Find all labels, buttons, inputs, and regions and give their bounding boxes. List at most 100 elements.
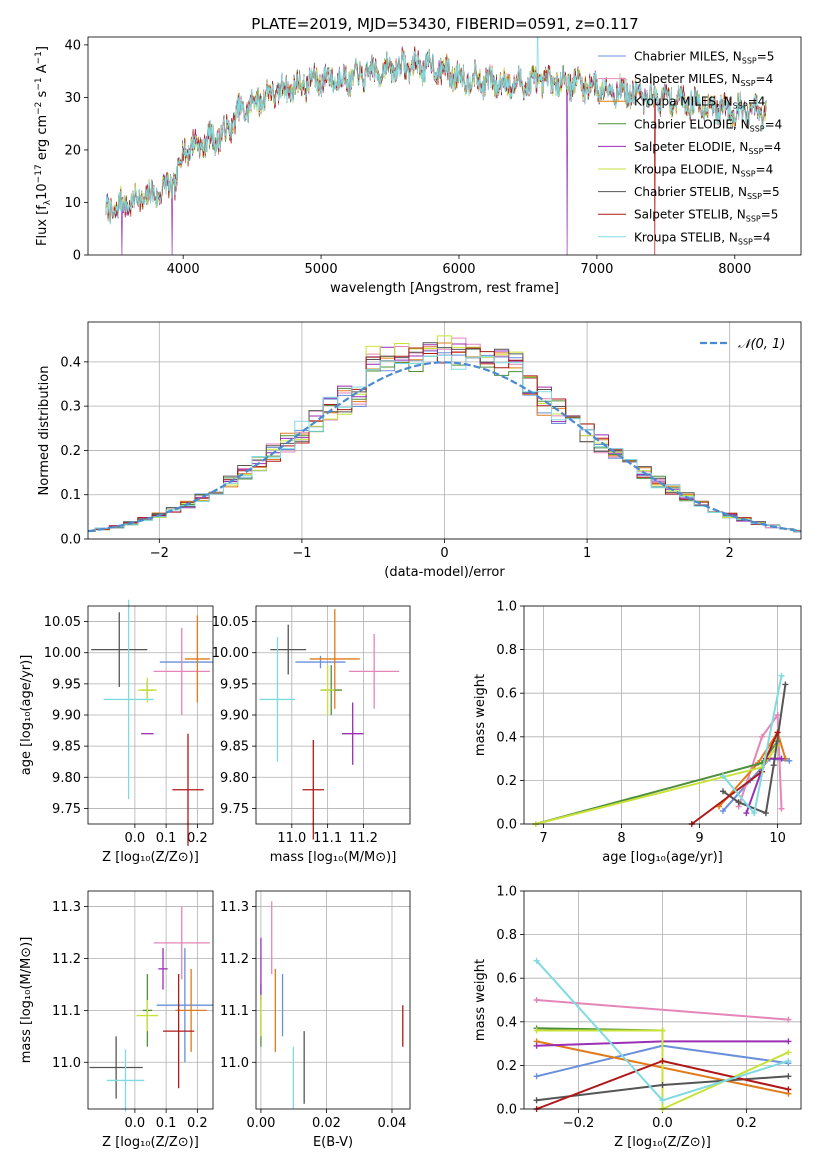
y-tick-label: 10.00 bbox=[212, 646, 249, 661]
y-tick-label: 11.0 bbox=[220, 1056, 249, 1071]
x-tick-label: 7 bbox=[539, 831, 547, 846]
normal-reference-curve bbox=[87, 361, 802, 533]
y-axis-label: Normed distribution bbox=[37, 366, 52, 496]
x-tick-label: −2 bbox=[150, 546, 169, 561]
x-tick-label: 5000 bbox=[305, 262, 338, 277]
x-tick-label: 7000 bbox=[580, 262, 613, 277]
panel-weight_vs_Z: −0.2 0.0 0.2 0.0 0.2 0.4 0.6 0.8 1.0 Z [log₁₀(Z/Z… bbox=[473, 885, 802, 1150]
weight-point bbox=[533, 957, 540, 964]
x-tick-label: −1 bbox=[292, 546, 311, 561]
weight-point bbox=[778, 672, 785, 679]
x-tick-label: 10 bbox=[769, 831, 786, 846]
weight-point bbox=[770, 762, 777, 769]
y-tick-label: 0.6 bbox=[496, 687, 517, 702]
weight-point bbox=[758, 733, 765, 740]
weight-point bbox=[659, 1097, 666, 1104]
y-tick-label: 10.05 bbox=[212, 615, 249, 630]
x-tick-label: 0.1 bbox=[156, 831, 177, 846]
y-tick-label: 40 bbox=[64, 38, 81, 53]
x-tick-label: 0.0 bbox=[125, 1116, 146, 1131]
y-tick-label: 9.90 bbox=[52, 709, 81, 724]
x-axis-label: Z [log₁₀(Z/Z⊙)] bbox=[102, 850, 199, 865]
y-tick-label: 9.95 bbox=[220, 677, 249, 692]
y-tick-label: 0.4 bbox=[496, 1015, 517, 1030]
y-tick-label: 0.2 bbox=[496, 1059, 517, 1074]
weight-point bbox=[785, 1086, 792, 1093]
x-tick-label: 0.1 bbox=[156, 1116, 177, 1131]
y-tick-label: 9.85 bbox=[52, 740, 81, 755]
weight-point bbox=[774, 729, 781, 736]
y-tick-label: 9.85 bbox=[220, 740, 249, 755]
axes-frame bbox=[87, 890, 214, 1110]
y-tick-label: 0 bbox=[73, 249, 81, 264]
y-tick-label: 10 bbox=[64, 196, 81, 211]
histogram-kroupa-stelib bbox=[88, 354, 801, 533]
x-tick-label: 11.0 bbox=[277, 831, 306, 846]
x-tick-label: 9 bbox=[695, 831, 703, 846]
spectrum-kroupa-stelib bbox=[105, 37, 767, 225]
x-tick-label: 8 bbox=[617, 831, 625, 846]
weight-point bbox=[778, 805, 785, 812]
y-tick-label: 0.3 bbox=[60, 400, 81, 415]
legend-entry: Salpeter MILES, NSSP=4 bbox=[634, 72, 773, 88]
panel-spectrum: 4000 5000 6000 7000 8000 0 10 20 30 40 wavelength … bbox=[34, 36, 802, 296]
y-tick-label: 0.1 bbox=[60, 488, 81, 503]
weight-point bbox=[735, 799, 742, 806]
y-tick-label: 0.8 bbox=[496, 928, 517, 943]
x-axis-label: Z [log₁₀(Z/Z⊙)] bbox=[614, 1135, 711, 1150]
axes-frame bbox=[523, 605, 802, 825]
plots-layer: 4000 5000 6000 7000 8000010203040wavelength … bbox=[19, 36, 802, 1150]
x-tick-label: 8000 bbox=[718, 262, 751, 277]
x-axis-label: (data-model)/error bbox=[384, 565, 505, 580]
axes-frame bbox=[523, 890, 802, 1110]
weight-point bbox=[785, 1073, 792, 1080]
weight-point bbox=[774, 712, 781, 718]
y-tick-label: 1.0 bbox=[496, 885, 517, 900]
y-tick-label: 9.95 bbox=[52, 677, 81, 692]
y-tick-label: 0.8 bbox=[496, 643, 517, 658]
weight-point bbox=[785, 1058, 792, 1065]
y-axis-label: mass weight bbox=[473, 674, 488, 756]
axes-frame bbox=[87, 605, 214, 825]
y-tick-label: 0.4 bbox=[496, 730, 517, 745]
y-tick-label: 11.0 bbox=[52, 1056, 81, 1071]
weight-point bbox=[782, 681, 789, 688]
weight-point bbox=[533, 997, 540, 1003]
weight-point bbox=[533, 1073, 540, 1080]
weight-point bbox=[785, 1016, 792, 1023]
y-axis-label: Flux [fλ10−17 erg cm−2 s−1 A−1] bbox=[34, 46, 53, 246]
y-tick-label: 11.1 bbox=[52, 1004, 81, 1019]
weight-point bbox=[659, 1058, 666, 1065]
y-tick-label: 30 bbox=[64, 91, 81, 106]
y-tick-label: 9.80 bbox=[220, 771, 249, 786]
y-tick-label: 11.1 bbox=[220, 1004, 249, 1019]
y-axis-label: age [log₁₀(age/yr)] bbox=[19, 655, 34, 776]
x-tick-label: 4000 bbox=[167, 262, 200, 277]
y-tick-label: 0.6 bbox=[496, 972, 517, 987]
x-tick-label: 0.00 bbox=[246, 1116, 275, 1131]
y-axis-label: mass weight bbox=[473, 959, 488, 1041]
weight-point bbox=[785, 1038, 792, 1045]
y-tick-label: 10.00 bbox=[44, 646, 81, 661]
weight-point bbox=[659, 1082, 666, 1089]
panel-weight_vs_age: 7 8 9 10 0.0 0.2 0.4 0.6 0.8 1.0 age [log₁₀(age/yr… bbox=[473, 600, 802, 865]
weight-point bbox=[533, 1027, 540, 1034]
weight-point bbox=[778, 755, 785, 762]
y-tick-label: 10.05 bbox=[44, 615, 81, 630]
legend-entry: Kroupa MILES, NSSP=4 bbox=[634, 95, 765, 111]
x-tick-label: 11.1 bbox=[313, 831, 342, 846]
y-tick-label: 11.3 bbox=[220, 900, 249, 915]
y-tick-label: 9.90 bbox=[220, 709, 249, 724]
y-tick-label: 11.3 bbox=[52, 900, 81, 915]
legend-entry: Kroupa ELODIE, NSSP=4 bbox=[634, 163, 773, 179]
panel-mass_vs_Z: 0.0 0.1 0.2 11.0 11.1 11.2 11.3 Z [log₁₀(Z/Z⊙)]… bbox=[19, 890, 214, 1150]
x-tick-label: 0 bbox=[440, 546, 448, 561]
weight-point bbox=[659, 1027, 666, 1034]
y-tick-label: 9.75 bbox=[52, 802, 81, 817]
y-tick-label: 0.0 bbox=[60, 533, 81, 548]
axes-frame bbox=[255, 605, 411, 825]
x-tick-label: 0.0 bbox=[125, 831, 146, 846]
weight-point bbox=[719, 773, 726, 780]
y-tick-label: 0.2 bbox=[60, 444, 81, 459]
